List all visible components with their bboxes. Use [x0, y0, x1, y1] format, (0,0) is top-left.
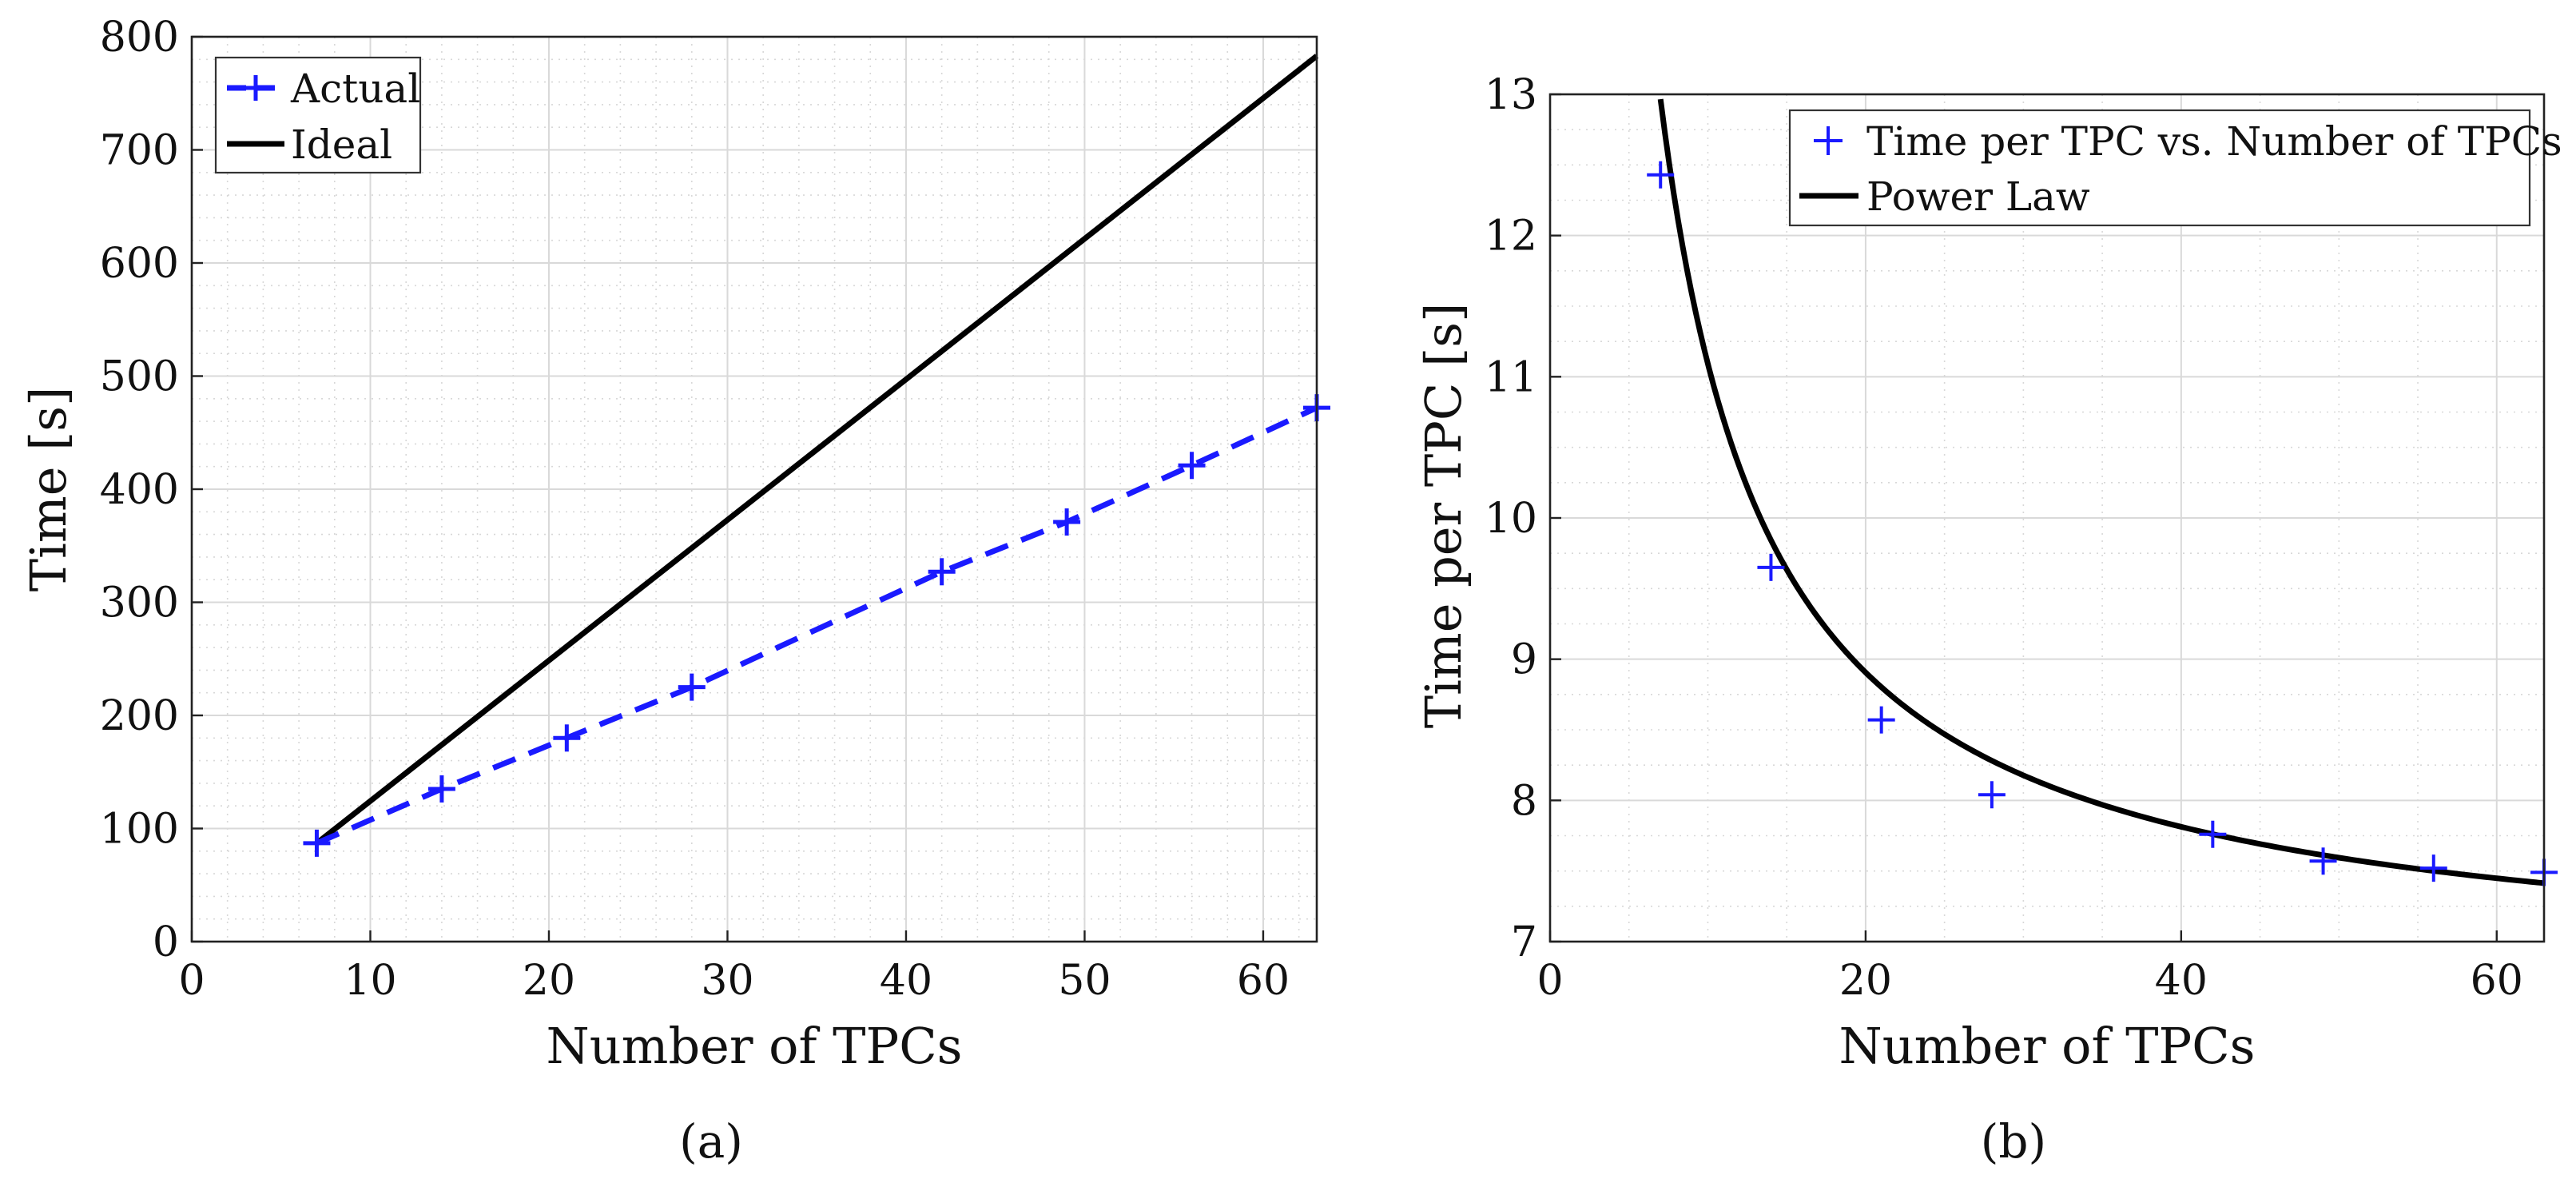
y-tick-label: 500 — [100, 353, 179, 401]
x-tick-label: 40 — [2155, 957, 2208, 1005]
x-tick-label: 20 — [523, 957, 575, 1005]
marker-actual — [427, 775, 455, 803]
legend-label-ideal: Ideal — [291, 121, 392, 168]
x-tick-labels-b: 0 20 40 60 — [1536, 957, 2522, 1005]
marker-time-per-tpc — [1978, 781, 2006, 809]
major-gridlines-a — [190, 35, 1317, 943]
y-tick-label: 100 — [100, 806, 179, 854]
x-tick-labels-a: 0 10 20 30 40 50 60 — [178, 957, 1290, 1005]
marker-actual — [553, 724, 581, 752]
marker-actual — [928, 558, 956, 586]
y-tick-label: 8 — [1511, 777, 1537, 825]
chart-panel-a: 0 10 20 30 40 50 60 0100200300400500600700800 … — [19, 14, 1330, 1169]
legend-marker-time-per-tpc — [1814, 126, 1843, 155]
x-tick-label: 0 — [178, 957, 205, 1005]
legend-label-power-law: Power Law — [1866, 173, 2090, 220]
x-tick-label: 30 — [701, 957, 753, 1005]
legend-label-actual: Actual — [290, 66, 420, 112]
x-tick-label: 60 — [1237, 957, 1290, 1005]
series-layer-b — [1647, 98, 2558, 886]
legend-a: Actual Ideal — [214, 56, 422, 174]
y-tick-label: 200 — [100, 692, 179, 740]
y-tick-labels-a: 0 100 200 300 400 500 600 700 800 — [100, 14, 179, 966]
x-axis-label-a: Number of TPCs — [546, 1017, 962, 1075]
marker-actual — [1178, 452, 1206, 480]
marker-time-per-tpc — [2419, 854, 2447, 882]
line-actual — [316, 404, 1318, 846]
marker-time-per-tpc — [2199, 820, 2227, 848]
y-tick-label: 400 — [100, 466, 179, 514]
power-law-curve — [1657, 98, 2545, 886]
y-tick-label: 9 — [1511, 636, 1537, 684]
y-tick-label: 700 — [100, 127, 179, 175]
marker-time-per-tpc — [1757, 553, 1785, 581]
axes-frame-b — [1548, 93, 2546, 943]
legend-marker-actual — [243, 75, 268, 101]
y-tick-label: 600 — [100, 240, 179, 288]
y-tick-label: 0 — [153, 918, 179, 966]
x-tick-label: 60 — [2471, 957, 2523, 1005]
y-tick-labels-b: 7 8 9 10 11 12 13 — [1485, 71, 1537, 966]
y-tick-label: 13 — [1485, 71, 1537, 119]
legend-box-b — [1788, 109, 2531, 227]
marker-time-per-tpc — [2309, 847, 2337, 875]
caption-a: (a) — [679, 1114, 743, 1169]
caption-b: (b) — [1981, 1114, 2046, 1169]
legend-label-time-per-tpc: Time per TPC vs. Number of TPCs — [1866, 118, 2562, 165]
marker-actual — [1053, 508, 1081, 536]
minor-gridlines-a — [192, 37, 1317, 942]
axes-frame-a — [190, 35, 1318, 943]
y-tick-label: 12 — [1485, 213, 1537, 261]
y-tick-label: 10 — [1485, 495, 1537, 543]
y-axis-label-b: Time per TPC [s] — [1414, 303, 1473, 729]
marker-actual — [303, 829, 331, 857]
x-tick-label: 20 — [1839, 957, 1892, 1005]
x-tick-label: 40 — [880, 957, 932, 1005]
marker-time-per-tpc — [1647, 161, 1675, 189]
x-tick-label: 0 — [1536, 957, 1563, 1005]
y-axis-label-a: Time [s] — [19, 387, 78, 592]
chart-panel-b: 0 20 40 60 7 8 9 10 11 12 13 Number of TPCs Time … — [1414, 71, 2562, 1169]
x-tick-label: 50 — [1058, 957, 1111, 1005]
y-tick-label: 800 — [100, 14, 179, 62]
line-ideal — [315, 54, 1319, 846]
x-axis-label-b: Number of TPCs — [1839, 1017, 2255, 1075]
y-tick-label: 11 — [1485, 353, 1537, 401]
legend-box-a — [214, 56, 422, 174]
y-tick-label: 300 — [100, 580, 179, 627]
marker-actual — [678, 673, 706, 701]
y-tick-label: 7 — [1511, 918, 1537, 966]
x-tick-label: 10 — [344, 957, 396, 1005]
legend-b: Time per TPC vs. Number of TPCs Power La… — [1788, 109, 2562, 227]
marker-time-per-tpc — [1867, 706, 1895, 734]
